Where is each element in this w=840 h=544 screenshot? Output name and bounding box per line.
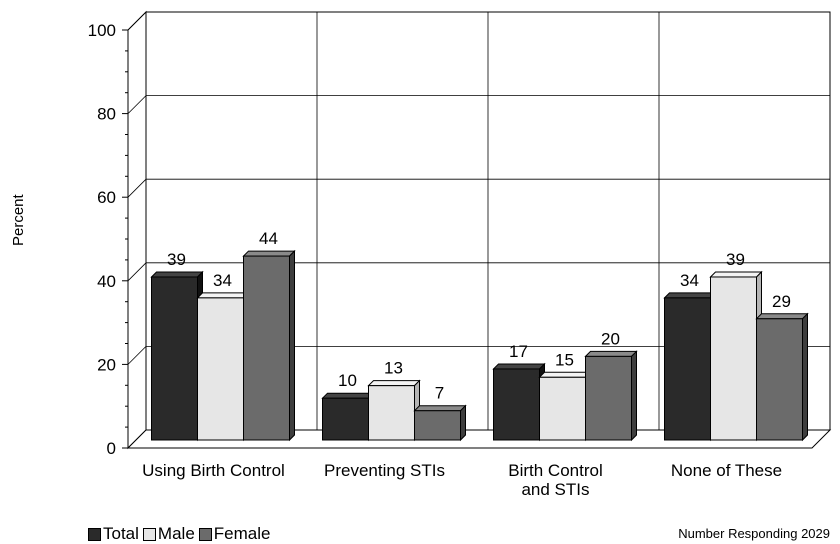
side-gridline-20 xyxy=(127,346,147,365)
data-label-male-using-birth-control: 34 xyxy=(213,271,232,290)
legend-swatch-total xyxy=(88,527,101,541)
x-tick-label-2-0: Birth Control xyxy=(508,461,602,480)
bar-top-male-preventing-stis xyxy=(367,380,421,387)
floor xyxy=(126,429,832,449)
bar-side-female-birth-control-and-stis xyxy=(631,350,637,442)
side-gridline-100 xyxy=(127,11,147,31)
legend: Total Male Female xyxy=(88,524,274,544)
x-tick-label-3-0: None of These xyxy=(671,461,782,480)
bar-female-using-birth-control xyxy=(243,255,290,441)
legend-item-male: Male xyxy=(142,524,195,544)
x-tick-label-0-0: Using Birth Control xyxy=(142,461,285,480)
bar-total-birth-control-and-stis xyxy=(493,368,540,441)
bar-top-female-preventing-stis xyxy=(413,405,467,412)
bar-female-preventing-stis xyxy=(414,410,461,441)
y-tick-label-40: 40 xyxy=(97,272,116,291)
data-label-male-birth-control-and-stis: 15 xyxy=(555,350,574,369)
data-label-female-using-birth-control: 44 xyxy=(259,229,278,248)
bar-top-male-using-birth-control xyxy=(196,292,250,299)
x-tick-label-1-0: Preventing STIs xyxy=(324,461,445,480)
legend-label-male: Male xyxy=(157,524,195,543)
bar-top-total-birth-control-and-stis xyxy=(492,363,546,370)
bar-male-none-of-these xyxy=(710,276,757,441)
y-tick-label-20: 20 xyxy=(97,355,116,374)
bar-top-male-none-of-these xyxy=(709,271,763,278)
bar-top-female-using-birth-control xyxy=(242,250,296,257)
bar-male-birth-control-and-stis xyxy=(539,376,586,441)
data-label-male-preventing-stis: 13 xyxy=(384,359,403,378)
bar-top-total-using-birth-control xyxy=(150,271,204,278)
data-label-total-none-of-these: 34 xyxy=(680,271,699,290)
bar-total-none-of-these xyxy=(664,297,711,441)
data-label-total-preventing-stis: 10 xyxy=(338,371,357,390)
data-label-male-none-of-these: 39 xyxy=(726,250,745,269)
bar-top-female-birth-control-and-stis xyxy=(584,350,638,357)
data-label-female-preventing-stis: 7 xyxy=(435,384,444,403)
bar-female-birth-control-and-stis xyxy=(585,355,632,441)
bar-male-using-birth-control xyxy=(197,297,244,441)
legend-label-female: Female xyxy=(213,524,271,543)
bar-top-male-birth-control-and-stis xyxy=(538,371,592,378)
side-gridline-80 xyxy=(127,95,147,114)
y-tick-label-100: 100 xyxy=(88,21,116,40)
data-label-female-none-of-these: 29 xyxy=(772,292,791,311)
legend-swatch-female xyxy=(198,527,212,541)
y-tick-label-0: 0 xyxy=(107,439,116,458)
side-gridline-40 xyxy=(127,262,147,282)
bar-top-total-preventing-stis xyxy=(321,392,375,399)
bar-top-total-none-of-these xyxy=(663,292,717,299)
y-tick-label-80: 80 xyxy=(97,105,116,124)
side-wall xyxy=(127,10,147,450)
data-label-total-birth-control-and-stis: 17 xyxy=(509,342,528,361)
bar-male-preventing-stis xyxy=(368,385,415,441)
y-axis-label: Percent xyxy=(10,194,27,246)
bar-total-preventing-stis xyxy=(322,397,369,441)
legend-label-total: Total xyxy=(103,524,139,543)
y-tick-label-60: 60 xyxy=(97,188,116,207)
legend-item-total: Total xyxy=(88,524,139,544)
bar-female-none-of-these xyxy=(756,318,803,441)
x-tick-label-2-1: and STIs xyxy=(521,480,589,499)
data-label-female-birth-control-and-stis: 20 xyxy=(601,329,620,348)
bar-side-female-using-birth-control xyxy=(289,249,295,442)
legend-item-female: Female xyxy=(198,524,271,544)
bar-side-female-none-of-these xyxy=(802,312,808,442)
legend-swatch-male xyxy=(142,527,156,541)
number-responding-note: Number Responding 2029 xyxy=(678,526,830,541)
bar-total-using-birth-control xyxy=(151,276,198,441)
side-gridline-60 xyxy=(127,178,147,198)
data-label-total-using-birth-control: 39 xyxy=(167,250,186,269)
bar-side-female-preventing-stis xyxy=(460,404,466,442)
bar-top-female-none-of-these xyxy=(755,313,809,320)
